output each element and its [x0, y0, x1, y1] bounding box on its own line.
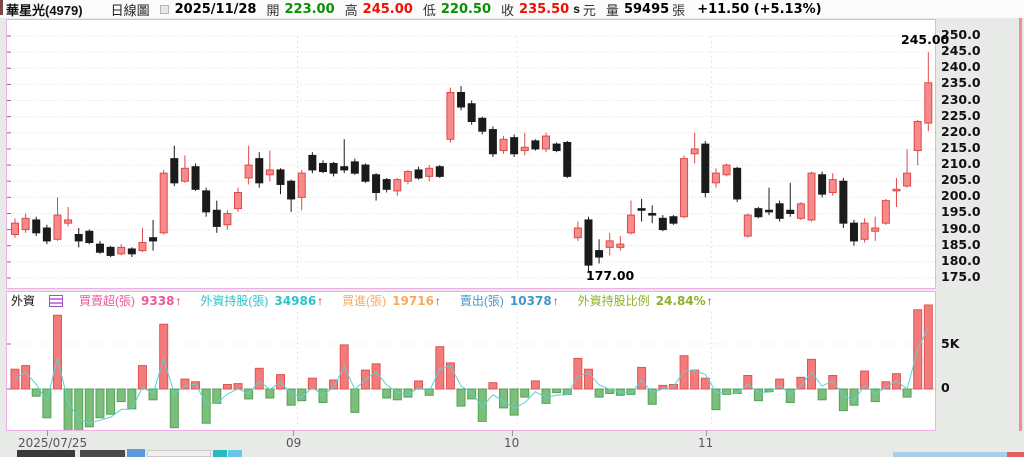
ratio-stat: 外資持股比例 24.84% ↑: [578, 292, 713, 309]
price-axis-label: 190.0: [941, 220, 981, 236]
price-axis-label: 220.0: [941, 123, 981, 139]
net-buy-bar-chart[interactable]: [7, 292, 935, 447]
high-value: 245.00: [362, 1, 413, 17]
window-corner-mark: [0, 0, 3, 15]
right-scroll-strip[interactable]: [1019, 18, 1022, 431]
x-axis-tick: [293, 430, 294, 436]
volume-unit: 張: [672, 2, 686, 18]
open-value: 223.00: [284, 1, 335, 17]
up-arrow-icon: ↑: [175, 293, 182, 308]
currency-unit: 元: [582, 2, 596, 18]
buy-stat: 買進(張) 19716 ↑: [342, 292, 441, 309]
stock-name: 華星光(4979): [6, 2, 83, 18]
price-axis-label: 215.0: [941, 139, 981, 155]
holdings-value: 34986: [274, 293, 317, 308]
taskbar-item[interactable]: [80, 450, 125, 457]
x-axis-tick: [512, 430, 513, 436]
ratio-value: 24.84%: [655, 293, 706, 308]
buy-label: 買進(張): [342, 294, 387, 308]
list-icon[interactable]: [49, 294, 64, 307]
taskbar-field[interactable]: [147, 450, 211, 457]
scrollbar-fragment[interactable]: [1007, 452, 1024, 457]
taskbar-button[interactable]: [213, 450, 227, 457]
volume-axis-zero: 0: [941, 380, 950, 395]
sell-label: 賣出(張): [459, 294, 504, 308]
foreign-volume-panel[interactable]: 外資 買賣超(張) 9338 ↑ 外資持股(張) 34986 ↑ 買進(張) 1…: [6, 291, 936, 447]
volume-value: 59495: [623, 1, 670, 17]
net-buy-label: 買賣超(張): [79, 294, 136, 308]
price-axis-label: 185.0: [941, 236, 981, 252]
low-label: 低: [422, 2, 436, 18]
net-buy-stat: 買賣超(張) 9338 ↑: [79, 292, 181, 309]
candlestick-chart[interactable]: [7, 20, 935, 288]
x-axis-start-date: 2025/07/25: [18, 436, 88, 450]
price-axis-label: 235.0: [941, 75, 981, 91]
close-value: 235.50: [519, 1, 570, 17]
style-badge[interactable]: s: [573, 2, 580, 16]
price-axis-label: 230.0: [941, 91, 981, 107]
price-axis-label: 180.0: [941, 252, 981, 268]
x-axis-month-11: 11: [698, 436, 714, 450]
high-annotation: 245.00: [901, 32, 950, 47]
low-annotation: 177.00: [586, 268, 635, 283]
taskbar-button[interactable]: [127, 449, 145, 457]
buy-value: 19716: [392, 293, 434, 308]
up-arrow-icon: ↑: [552, 293, 559, 308]
price-axis-label: 195.0: [941, 204, 981, 220]
price-axis-label: 250.0: [941, 27, 981, 42]
price-axis-label: 225.0: [941, 107, 981, 123]
price-axis-label: 175.0: [941, 269, 981, 285]
holdings-label: 外資持股(張): [200, 294, 269, 308]
date-value: 2025/11/28: [174, 1, 257, 17]
x-axis-month-09: 09: [286, 436, 302, 450]
holdings-stat: 外資持股(張) 34986 ↑: [200, 292, 323, 309]
x-axis-tick: [706, 430, 707, 436]
low-value: 220.50: [440, 1, 492, 17]
x-axis-month-10: 10: [504, 436, 520, 450]
price-axis-label: 245.0: [941, 43, 981, 59]
header-bar: 華星光(4979) 日線圖 2025/11/28 開 223.00 高 245.…: [0, 0, 1024, 18]
net-buy-value: 9338: [141, 293, 175, 308]
scrollbar-fragment[interactable]: [893, 452, 1007, 457]
taskbar-item[interactable]: [17, 450, 75, 457]
volume-axis-5k: 5K: [941, 336, 960, 351]
high-label: 高: [344, 2, 358, 18]
ratio-label: 外資持股比例: [577, 294, 650, 308]
foreign-header-row: 外資 買賣超(張) 9338 ↑ 外資持股(張) 34986 ↑ 買進(張) 1…: [11, 292, 732, 309]
volume-label: 量: [605, 2, 619, 18]
x-axis-tick: [47, 430, 48, 436]
price-axis-label: 205.0: [941, 172, 981, 188]
price-axis-label: 210.0: [941, 156, 981, 172]
change-value: +11.50 (+5.13%): [697, 1, 822, 17]
price-axis-label: 200.0: [941, 188, 981, 204]
checkbox-icon[interactable]: [159, 4, 169, 14]
up-arrow-icon: ↑: [317, 293, 324, 308]
sell-stat: 賣出(張) 10378 ↑: [460, 292, 559, 309]
up-arrow-icon: ↑: [434, 293, 441, 308]
up-arrow-icon: ↑: [706, 293, 713, 308]
price-axis-label: 240.0: [941, 59, 981, 75]
panel-title: 外資: [11, 294, 36, 308]
open-label: 開: [266, 2, 280, 18]
close-label: 收: [501, 2, 515, 18]
sell-value: 10378: [509, 293, 552, 308]
chart-type-selector[interactable]: 日線圖: [110, 2, 150, 18]
price-chart-panel[interactable]: [6, 19, 936, 289]
taskbar-button[interactable]: [228, 450, 242, 457]
